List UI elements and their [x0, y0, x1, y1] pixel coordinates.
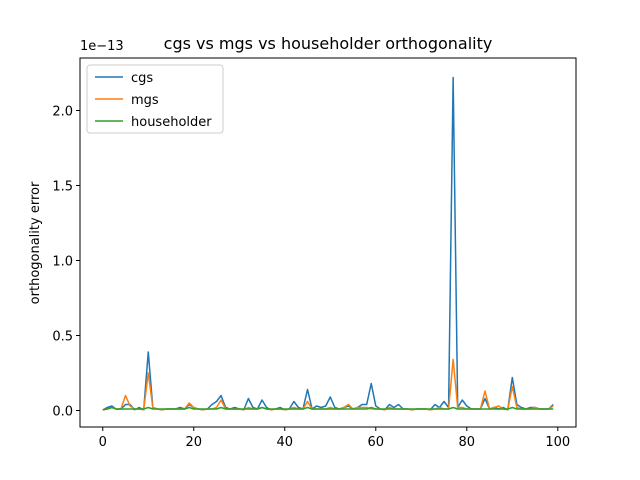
x-tick-label: 60: [368, 435, 385, 450]
y-tick-label: 1.5: [52, 180, 73, 195]
y-tick-label: 1.0: [52, 255, 73, 270]
legend-label-cgs: cgs: [131, 71, 153, 86]
y-tick-label: 0.5: [52, 330, 73, 345]
x-tick-label: 80: [459, 435, 476, 450]
series-line-householder: [102, 406, 554, 411]
y-tick-label: 2.0: [52, 105, 73, 120]
x-tick-label: 40: [276, 435, 293, 450]
y-scale-label: 1e−13: [80, 39, 124, 54]
legend: cgs mgs householder: [86, 64, 224, 134]
y-axis-label: orthogonality error: [28, 181, 43, 304]
legend-box: [86, 64, 224, 134]
legend-label-householder: householder: [131, 115, 212, 130]
x-tick-label: 0: [99, 435, 107, 450]
axis-ticks: 0 20 40 60 80 100 0.0 0.5 1.0 1.5 2.0: [52, 105, 570, 451]
legend-label-mgs: mgs: [131, 93, 159, 108]
plot-area: [102, 76, 554, 411]
x-tick-label: 20: [185, 435, 202, 450]
x-tick-label: 100: [545, 435, 570, 450]
y-tick-label: 0.0: [52, 405, 73, 420]
chart-title: cgs vs mgs vs householder orthogonality: [164, 34, 493, 53]
axes-frame: [79, 57, 577, 428]
